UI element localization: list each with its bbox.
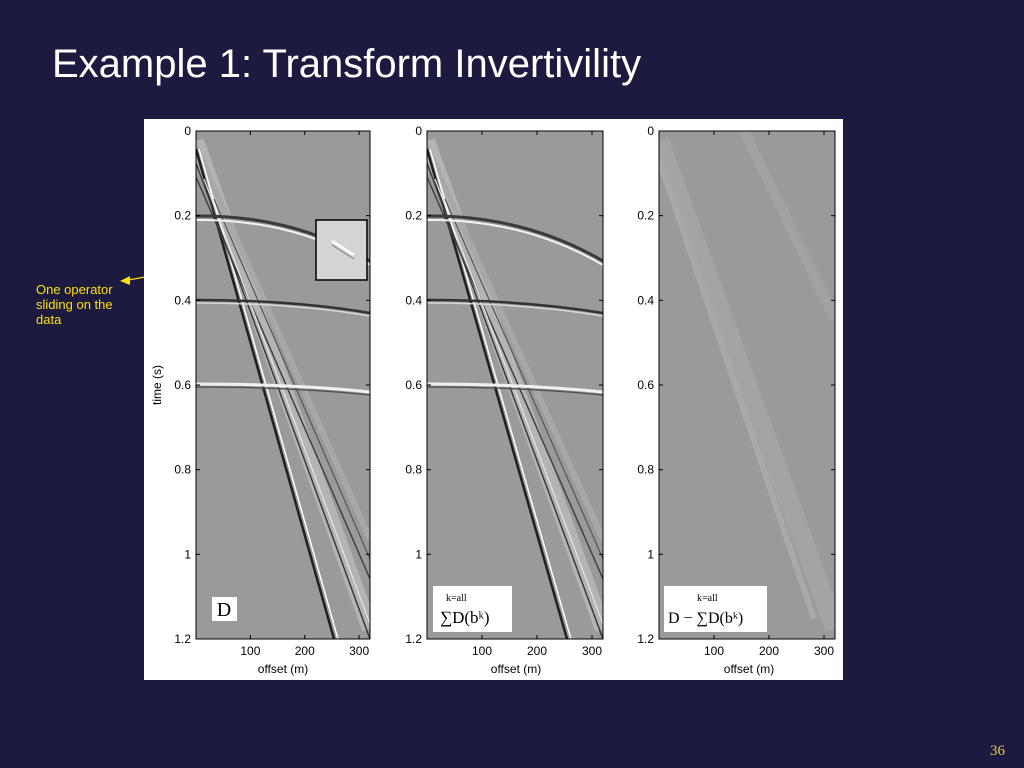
x-tick-label: 200 <box>527 644 547 658</box>
y-axis-label: time (s) <box>150 365 164 405</box>
x-axis-label-1: offset (m) <box>258 662 308 676</box>
y-tick-label: 0.2 <box>637 209 654 223</box>
y-tick-label: 1 <box>415 547 422 561</box>
callout-text: One operator sliding on the data <box>36 282 113 327</box>
x-axis-label-3: offset (m) <box>724 662 774 676</box>
y-tick-label: 1.2 <box>174 632 191 646</box>
y-tick-label: 0.8 <box>405 463 422 477</box>
x-tick-label: 300 <box>349 644 369 658</box>
y-tick-label: 0.8 <box>637 463 654 477</box>
x-tick-label: 200 <box>295 644 315 658</box>
x-tick-label: 300 <box>582 644 602 658</box>
x-tick-label: 200 <box>759 644 779 658</box>
x-tick-label: 300 <box>814 644 834 658</box>
operator-box <box>315 219 368 281</box>
slide-title: Example 1: Transform Invertivility <box>52 42 642 86</box>
y-tick-label: 0.4 <box>405 293 422 307</box>
formula-residual: D − ∑D(bᵏ) <box>668 610 743 627</box>
y-tick-label: 0.6 <box>405 378 422 392</box>
y-tick-label: 0.2 <box>174 209 191 223</box>
y-tick-label: 1 <box>647 547 654 561</box>
y-tick-label: 0.4 <box>174 293 191 307</box>
y-tick-label: 1 <box>184 547 191 561</box>
panel-data: D <box>195 130 371 640</box>
seismic-panels: D k=all ∑D( <box>150 124 836 676</box>
y-tick-label: 0.8 <box>174 463 191 477</box>
y-tick-label: 1.2 <box>405 632 422 646</box>
formula-sum-limits: k=all <box>446 593 467 604</box>
y-tick-label: 0.2 <box>405 209 422 223</box>
y-tick-label: 0 <box>184 124 191 138</box>
slide-number: 36 <box>990 743 1005 759</box>
y-tick-label: 0.6 <box>637 378 654 392</box>
y-tick-label: 0.4 <box>637 293 654 307</box>
x-tick-label: 100 <box>704 644 724 658</box>
formula-residual-limits: k=all <box>697 593 718 604</box>
x-tick-label: 100 <box>240 644 260 658</box>
panel-sum: k=all ∑D(bᵏ) <box>426 130 604 640</box>
y-tick-label: 0 <box>415 124 422 138</box>
x-tick-label: 100 <box>472 644 492 658</box>
y-tick-label: 0.6 <box>174 378 191 392</box>
y-tick-label: 0 <box>647 124 654 138</box>
formula-sum: ∑D(bᵏ) <box>440 608 490 627</box>
panel-residual: k=all D − ∑D(bᵏ) <box>658 130 836 640</box>
x-axis-label-2: offset (m) <box>491 662 541 676</box>
seismic-figure: D k=all ∑D( <box>144 119 843 680</box>
y-tick-label: 1.2 <box>637 632 654 646</box>
formula-data: D <box>217 599 231 621</box>
